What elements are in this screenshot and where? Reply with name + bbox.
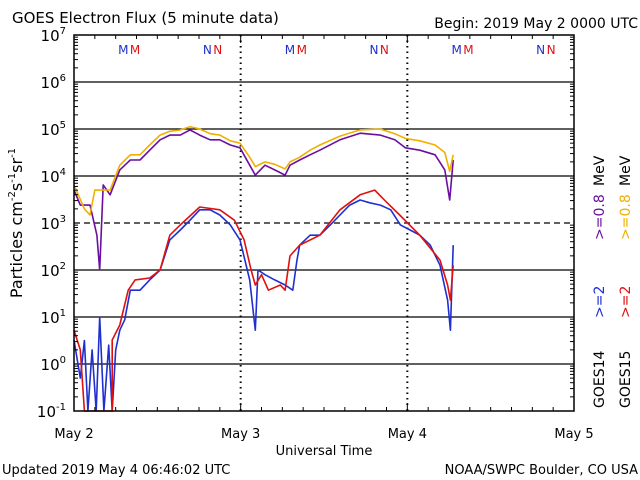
- marker-n: N: [213, 43, 222, 57]
- marker-m: M: [451, 43, 461, 57]
- legend-entry: GOES15 >=2 >=0.8 MeV: [618, 155, 634, 408]
- legend: GOES14 >=2 >=0.8 MeV GOES15 >=2 >=0.8 MeV: [592, 155, 634, 408]
- marker-n: N: [370, 43, 379, 57]
- y-tick-exponent: 3: [60, 214, 66, 225]
- y-tick-label: 103: [41, 214, 66, 233]
- series-line-2: [73, 199, 454, 412]
- marker-m: M: [118, 43, 128, 57]
- y-tick-base: 10: [41, 215, 60, 233]
- x-tick-label: May 3: [221, 427, 260, 442]
- y-tick-label: 10-1: [37, 402, 66, 421]
- y-tick-base: 10: [41, 262, 60, 280]
- marker-m: M: [297, 43, 307, 57]
- y-label-part: Particles cm: [7, 201, 26, 298]
- x-tick-label: May 4: [388, 427, 427, 442]
- y-tick-exponent: 2: [60, 261, 66, 272]
- marker-n: N: [536, 43, 545, 57]
- y-tick-base: 10: [41, 74, 60, 92]
- y-tick-exponent: 5: [60, 120, 66, 131]
- marker-n: N: [203, 43, 212, 57]
- legend-low-energy: >=2: [592, 286, 608, 318]
- y-tick-label: 105: [41, 120, 66, 139]
- y-tick-base: 10: [41, 356, 60, 374]
- marker-m: M: [285, 43, 295, 57]
- y-tick-exponent: 7: [60, 26, 66, 37]
- y-label-exp: -1: [7, 148, 18, 158]
- y-tick-exponent: 0: [60, 355, 66, 366]
- x-tick-label: May 2: [54, 427, 93, 442]
- x-axis-label: Universal Time: [276, 444, 373, 459]
- x-tick-label: May 5: [554, 427, 593, 442]
- series-line-0: [73, 129, 454, 271]
- y-tick-base: 10: [41, 27, 60, 45]
- chart-title: GOES Electron Flux (5 minute data): [12, 9, 279, 27]
- marker-m: M: [130, 43, 140, 57]
- y-tick-exponent: 6: [60, 73, 66, 84]
- y-tick-base: 10: [41, 309, 60, 327]
- y-tick-label: 101: [41, 308, 66, 327]
- y-label-exp: -1: [7, 173, 18, 183]
- series-line-3: [73, 189, 454, 412]
- marker-m: M: [463, 43, 473, 57]
- y-tick-label: 100: [41, 355, 66, 374]
- y-tick-label: 107: [41, 26, 66, 45]
- y-tick-label: 102: [41, 261, 66, 280]
- y-tick-label: 106: [41, 73, 66, 92]
- series-group: [73, 125, 454, 412]
- y-tick-exponent: 4: [60, 167, 66, 178]
- grid: [74, 35, 574, 411]
- legend-unit: MeV: [592, 155, 608, 186]
- y-axis-label: Particles cm-2s-1sr-1: [7, 148, 26, 298]
- series-line-1: [73, 125, 454, 216]
- legend-unit: MeV: [618, 155, 634, 186]
- y-tick-base: 10: [41, 168, 60, 186]
- y-tick-exponent: 1: [60, 308, 66, 319]
- marker-n: N: [380, 43, 389, 57]
- y-tick-base: 10: [41, 121, 60, 139]
- y-label-exp: -2: [7, 191, 18, 201]
- updated-timestamp: Updated 2019 May 4 06:46:02 UTC: [2, 463, 230, 478]
- y-label-part: sr: [7, 158, 26, 173]
- legend-satellite: GOES15: [618, 351, 634, 408]
- legend-low-energy: >=2: [618, 286, 634, 318]
- y-tick-exponent: -1: [56, 402, 66, 413]
- y-label-part: s: [7, 183, 26, 191]
- legend-satellite: GOES14: [592, 350, 608, 408]
- begin-label: Begin: 2019 May 2 0000 UTC: [434, 16, 638, 32]
- marker-n: N: [547, 43, 556, 57]
- legend-high-energy: >=0.8: [618, 194, 634, 240]
- legend-high-energy: >=0.8: [592, 194, 608, 240]
- credit-label: NOAA/SWPC Boulder, CO USA: [445, 463, 638, 478]
- legend-entry: GOES14 >=2 >=0.8 MeV: [592, 155, 608, 408]
- y-tick-base: 10: [37, 403, 56, 421]
- y-tick-label: 104: [41, 167, 66, 186]
